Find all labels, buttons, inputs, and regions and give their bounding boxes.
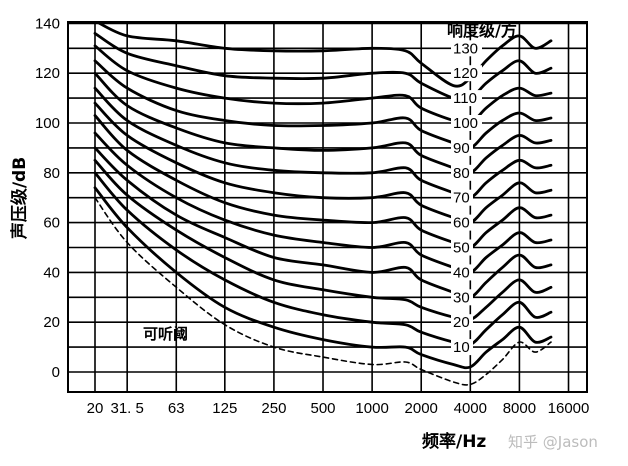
threshold-label: 可听阈 (143, 325, 188, 343)
curve-label-pad (451, 164, 473, 181)
curve-label-pad (451, 214, 473, 231)
curve-label-100: 100 (453, 115, 478, 132)
curve-label-pad (451, 189, 473, 206)
loudness-curve-130 (94, 22, 553, 88)
loudness-curve-100 (93, 59, 553, 150)
y-tick-label: 80 (43, 165, 60, 182)
loudness-curve-40 (93, 146, 553, 300)
x-tick-label: 63 (168, 400, 185, 417)
x-tick-label: 2000 (405, 400, 438, 417)
curve-label-10: 10 (453, 339, 470, 356)
loudness-curve-10 (93, 186, 553, 370)
y-tick-label: 60 (43, 215, 60, 232)
legend-title: 响度级/方 (447, 21, 517, 40)
x-axis-title: 频率/Hz (422, 431, 486, 452)
curve-label-70: 70 (453, 190, 470, 207)
x-tick-label: 1000 (355, 400, 388, 417)
y-tick-label: 0 (52, 364, 60, 381)
loudness-curve-60 (93, 114, 553, 250)
loudness-curve-30 (93, 158, 553, 322)
y-tick-label: 120 (35, 65, 60, 82)
curve-label-pad (451, 314, 473, 331)
curve-label-pad (451, 65, 482, 82)
curve-label-40: 40 (453, 264, 470, 281)
curve-label-110: 110 (453, 90, 477, 107)
x-tick-label: 125 (212, 400, 237, 417)
threshold-curve (94, 196, 552, 386)
loudness-curve-110 (93, 44, 553, 126)
curve-label-pad (451, 264, 473, 281)
tick-labels: 20 31. 5 63 125 250 500 1000 2000 4000 8000 16000 0… (35, 15, 589, 417)
x-tick-label: 31. 5 (110, 400, 143, 417)
x-tick-label: 8000 (503, 400, 536, 417)
curve-label-pad (451, 90, 482, 107)
x-tick-label: 4000 (454, 400, 487, 417)
curve-label-20: 20 (453, 314, 470, 331)
curve-label-pad (451, 115, 482, 131)
curve-label-pad (451, 239, 473, 256)
curve-label-pad (451, 139, 473, 156)
loudness-curve-20 (93, 171, 553, 347)
x-tick-label: 500 (310, 400, 335, 417)
x-tick-label: 20 (87, 400, 104, 417)
curve-label-50: 50 (453, 240, 470, 257)
curve-label-120: 120 (453, 65, 478, 82)
loudness-curve-50 (93, 131, 553, 275)
curve-labels: 10 20 30 40 50 60 70 80 90 100 110 120 130 (451, 40, 482, 356)
curve-label-30: 30 (453, 289, 470, 306)
x-tick-label: 250 (261, 400, 286, 417)
curve-label-60: 60 (453, 215, 470, 232)
x-tick-label: 16000 (548, 400, 590, 417)
plot-frame (67, 21, 588, 393)
y-tick-label: 40 (43, 264, 60, 281)
loudness-curves (93, 22, 553, 386)
loudness-curve-70 (93, 101, 553, 225)
y-tick-label: 140 (35, 15, 60, 32)
curve-label-pad (451, 339, 473, 356)
curve-label-pad (451, 40, 482, 57)
curve-label-pad (451, 289, 473, 306)
watermark: 知乎 @Jason (508, 433, 598, 451)
loudness-curve-120 (93, 32, 553, 102)
curve-label-90: 90 (453, 140, 470, 157)
curve-label-80: 80 (453, 165, 470, 182)
curve-label-130: 130 (453, 40, 478, 57)
loudness-curve-80 (93, 86, 553, 200)
y-axis-title: 声压级/dB (9, 157, 30, 240)
grid (67, 21, 588, 393)
y-tick-label: 100 (35, 115, 60, 132)
y-tick-label: 20 (43, 314, 60, 331)
loudness-curve-90 (93, 71, 553, 175)
